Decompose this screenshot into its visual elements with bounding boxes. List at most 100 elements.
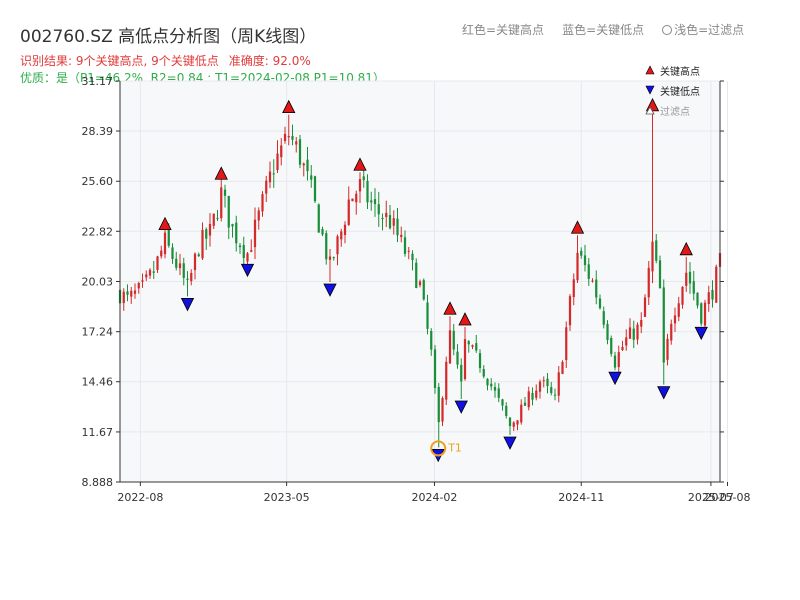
candle-body	[193, 253, 197, 271]
candle-body	[306, 159, 309, 172]
legend-high-label: 关键高点	[660, 65, 700, 78]
candle-body	[426, 302, 429, 329]
candle-body	[711, 289, 714, 300]
candle-body	[250, 250, 253, 252]
candle-body	[508, 417, 512, 427]
candle-body	[265, 180, 268, 194]
legend-filtered-text: 浅色=过滤点	[674, 23, 745, 37]
candle-body	[328, 256, 332, 260]
candle-body	[396, 218, 399, 236]
candle-body	[685, 272, 688, 286]
key-high-marker	[158, 216, 172, 231]
key-high-marker	[443, 301, 457, 315]
candle-body	[272, 173, 275, 175]
candle-body	[253, 219, 257, 248]
candle-body	[381, 217, 384, 220]
y-tick-label: 28.39	[82, 125, 114, 138]
candle-body	[523, 402, 527, 406]
candle-body	[572, 279, 575, 298]
x-tick-label: 2024-02	[411, 491, 457, 504]
candle-body	[643, 297, 647, 317]
candle-body	[617, 352, 620, 368]
candle-body	[591, 280, 594, 282]
candle-body	[437, 386, 440, 423]
candle-body	[261, 194, 264, 212]
candle-body	[516, 420, 519, 425]
candle-body	[235, 222, 238, 244]
candle-body	[201, 229, 204, 259]
candle-body	[463, 339, 467, 380]
x-tick-label: 2023-05	[264, 491, 310, 504]
candle-body	[613, 355, 617, 368]
candle-body	[501, 399, 504, 406]
key-low-marker	[180, 298, 195, 312]
candle-body	[441, 398, 444, 422]
candle-body	[602, 311, 605, 325]
key-low-marker	[694, 326, 708, 341]
candle-body	[291, 136, 294, 140]
candle-body	[531, 392, 534, 400]
candle-body	[407, 250, 410, 252]
candle-body	[493, 387, 497, 391]
candle-body	[362, 176, 365, 181]
y-tick-label: 31.17	[82, 75, 114, 88]
candle-body	[583, 255, 587, 266]
y-tick-label: 17.24	[82, 326, 114, 339]
result-line: 识别结果: 9个关键高点, 9个关键低点 准确度: 92.0%	[20, 52, 321, 69]
key-low-marker	[503, 436, 517, 450]
candle-body	[268, 171, 272, 183]
candle-body	[550, 387, 553, 394]
candle-body	[325, 233, 328, 260]
candle-body	[317, 204, 320, 233]
candle-body	[707, 292, 710, 304]
candle-body	[370, 200, 373, 203]
candle-body	[460, 365, 463, 382]
candle-body	[670, 323, 673, 341]
y-tick-label: 25.60	[82, 175, 114, 188]
candle-body	[197, 254, 200, 257]
candle-body	[208, 224, 212, 236]
candle-body	[658, 260, 662, 289]
y-tick-label: 22.82	[82, 225, 114, 238]
candle-body	[126, 291, 129, 295]
candles	[118, 112, 722, 448]
candle-body	[212, 213, 215, 226]
candle-body	[156, 256, 159, 270]
t1-label: T1	[447, 441, 462, 454]
candle-body	[133, 290, 137, 294]
candle-body	[535, 390, 538, 398]
candle-body	[145, 274, 148, 278]
key-high-marker	[458, 312, 472, 326]
marker-legend: 关键高点 关键低点 过滤点	[645, 65, 700, 118]
candle-body	[403, 237, 407, 254]
key-high-marker	[214, 166, 228, 180]
key-low-marker	[240, 263, 255, 278]
candle-body	[647, 267, 650, 298]
candle-body	[696, 292, 699, 306]
candle-body	[257, 210, 260, 221]
markers: T1	[158, 97, 708, 463]
candle-body	[606, 323, 609, 341]
candle-body	[546, 378, 549, 387]
candle-body	[137, 283, 140, 289]
candle-body	[456, 351, 459, 365]
candle-body	[321, 228, 324, 235]
key-high-marker	[353, 157, 367, 171]
candle-body	[565, 327, 568, 360]
candle-body	[377, 204, 380, 215]
candle-body	[445, 361, 448, 400]
candle-body	[430, 330, 433, 350]
top-legend: 红色=关键高点 蓝色=关键低点 浅色=过滤点	[462, 21, 762, 38]
candle-body	[366, 180, 369, 203]
candle-body	[220, 187, 223, 219]
candle-body	[205, 229, 208, 239]
x-tick-label: 2024-11	[558, 491, 604, 504]
candle-body	[520, 404, 523, 423]
legend-high-icon	[645, 65, 655, 75]
candle-body	[527, 391, 530, 408]
candle-body	[175, 258, 178, 268]
candle-body	[216, 217, 219, 219]
candle-body	[280, 145, 283, 158]
candle-body	[486, 378, 489, 386]
